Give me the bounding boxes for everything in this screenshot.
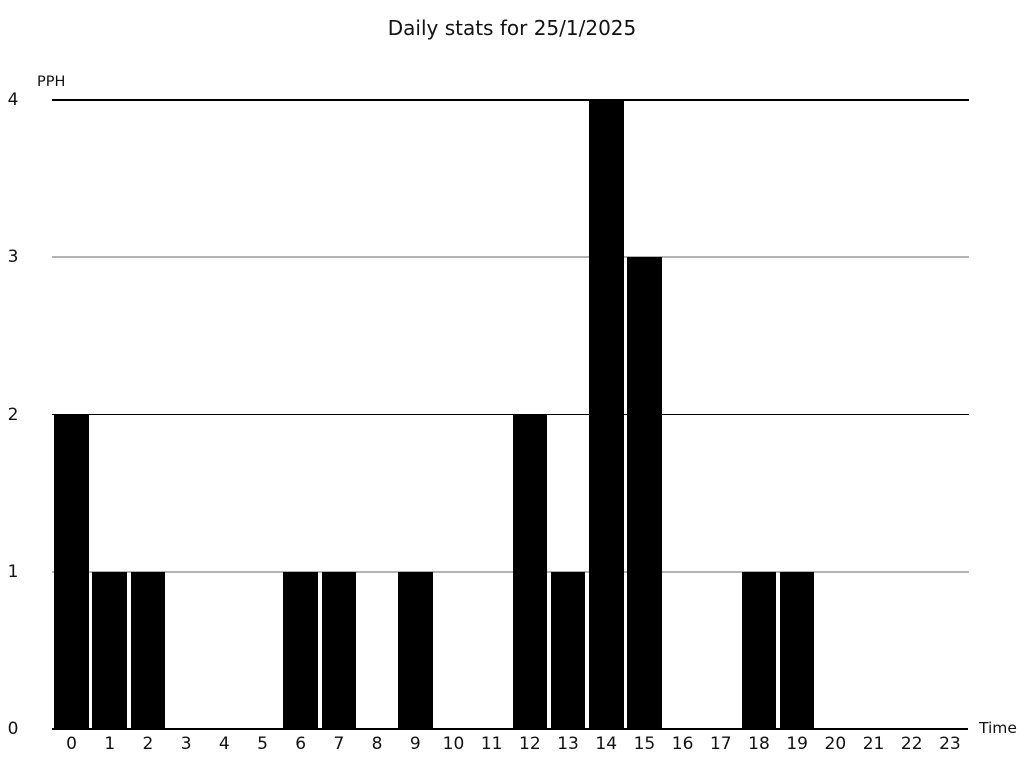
x-tick-label-22: 22 [900, 734, 923, 754]
chart-title: Daily stats for 25/1/2025 [387, 16, 637, 40]
x-tick-label-4: 4 [218, 734, 230, 754]
x-tick-label-0: 0 [66, 734, 77, 754]
x-tick-label-9: 9 [409, 734, 421, 754]
bar-hour-18 [741, 571, 777, 729]
bar-hour-1 [92, 571, 128, 729]
x-tick-label-16: 16 [671, 734, 694, 754]
bar-hour-9 [397, 571, 433, 729]
x-tick-label-15: 15 [633, 734, 656, 754]
x-tick-label-21: 21 [862, 734, 885, 754]
x-tick-label-7: 7 [333, 734, 345, 754]
gridline-y-3 [52, 256, 969, 259]
x-tick-label-2: 2 [142, 734, 154, 754]
x-tick-label-6: 6 [295, 734, 307, 754]
x-tick-label-1: 1 [104, 734, 116, 754]
x-tick-label-20: 20 [824, 734, 847, 754]
x-tick-label-14: 14 [595, 734, 618, 754]
gridline-y-2 [52, 413, 969, 416]
x-axis-line [52, 728, 968, 730]
x-tick-label-13: 13 [557, 734, 579, 754]
x-tick-label-23: 23 [939, 734, 961, 754]
x-tick-label-3: 3 [180, 734, 192, 754]
y-axis-label: PPH [37, 74, 66, 90]
y-tick-label-1: 1 [7, 561, 19, 582]
gridline-y-1 [52, 570, 969, 573]
x-tick-label-18: 18 [748, 734, 770, 754]
bar-hour-2 [130, 571, 166, 729]
y-tick-label-3: 3 [7, 247, 19, 268]
bar-hour-15 [627, 257, 662, 729]
bar-hour-12 [512, 414, 548, 729]
bar-hour-0 [54, 414, 89, 729]
bar-hour-14 [588, 100, 624, 729]
x-tick-label-11: 11 [480, 734, 503, 754]
x-tick-label-8: 8 [371, 734, 383, 754]
bar-hour-19 [779, 571, 815, 729]
y-tick-label-0: 0 [7, 719, 19, 739]
gridline-y-4 [52, 99, 969, 101]
bar-hour-6 [283, 571, 318, 729]
x-tick-label-17: 17 [709, 734, 732, 754]
x-tick-label-5: 5 [257, 734, 268, 754]
x-tick-label-10: 10 [442, 734, 465, 754]
bar-hour-7 [321, 571, 357, 729]
x-tick-label-19: 19 [786, 734, 808, 754]
y-tick-label-4: 4 [7, 90, 19, 110]
x-axis-label: Time [979, 719, 1017, 737]
y-tick-label-2: 2 [7, 404, 19, 425]
bar-hour-13 [550, 571, 586, 729]
x-tick-label-12: 12 [519, 734, 541, 754]
